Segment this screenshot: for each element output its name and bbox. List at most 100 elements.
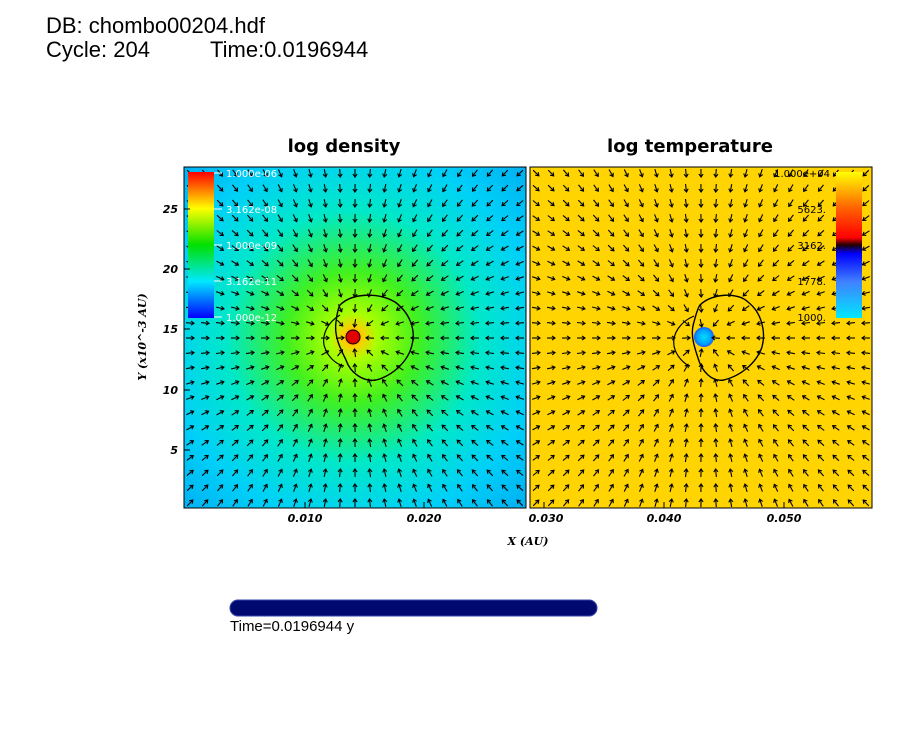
temperature-vector: [862, 469, 870, 477]
density-vector: [412, 484, 418, 492]
density-vector: [247, 184, 253, 192]
temperature-vector: [531, 381, 541, 385]
density-vector-head: [440, 291, 446, 296]
temperature-vector: [759, 499, 763, 507]
temperature-vector-head: [624, 217, 629, 223]
density-vector: [323, 169, 327, 177]
density-vector-head: [294, 394, 299, 399]
density-vector-head: [516, 499, 521, 504]
density-vector-head: [500, 231, 506, 236]
temperature-vector-head: [771, 306, 777, 311]
temperature-vector: [623, 229, 629, 237]
density-vector-head: [204, 469, 209, 475]
temperature-vector: [758, 424, 764, 432]
temperature-vector-head: [847, 440, 852, 445]
density-vector: [339, 183, 341, 193]
temperature-vector: [758, 469, 764, 477]
density-vector: [500, 366, 510, 370]
temperature-vector: [729, 438, 733, 448]
density-vector-head: [412, 232, 417, 238]
density-vector-head: [382, 248, 387, 253]
density-vector-head: [293, 188, 298, 193]
temperature-vector-head: [786, 335, 791, 341]
temperature-vector-head: [861, 395, 866, 400]
temperature-vector: [562, 184, 570, 192]
density-vector-head: [486, 454, 491, 460]
density-vector: [441, 366, 449, 370]
density-vector-head: [308, 408, 313, 414]
density-vector: [261, 290, 269, 296]
density-vector: [201, 484, 209, 492]
density-vector: [186, 484, 194, 492]
density-vector: [275, 351, 285, 355]
temperature-vector-head: [683, 263, 689, 268]
temperature-vector-head: [816, 350, 821, 356]
density-vector-head: [501, 469, 506, 475]
temperature-vector: [684, 468, 688, 478]
density-vector: [471, 454, 479, 462]
density-vector: [396, 379, 404, 387]
density-vector: [185, 352, 195, 354]
density-vector-head: [322, 248, 328, 253]
density-vector: [471, 229, 479, 237]
temperature-vector: [802, 229, 810, 237]
temperature-vector: [712, 319, 720, 327]
density-vector: [308, 484, 312, 492]
density-vector-head: [367, 393, 373, 398]
density-vector-head: [220, 320, 225, 326]
density-vector: [292, 454, 298, 462]
density-vector-head: [515, 380, 520, 386]
density-vector-head: [485, 410, 491, 415]
temperature-vector: [654, 484, 658, 492]
temperature-vector-head: [802, 424, 807, 430]
temperature-vector-head: [624, 247, 630, 252]
temperature-vector-head: [756, 306, 762, 311]
temperature-vector-head: [639, 468, 644, 474]
temperature-vector-head: [564, 172, 570, 177]
density-vector: [308, 199, 312, 207]
density-vector-head: [249, 261, 254, 266]
density-vector: [292, 244, 298, 252]
temperature-vector: [682, 320, 690, 326]
temperature-vector-head: [698, 348, 704, 353]
temperature-vector: [638, 199, 644, 207]
temperature-vector: [607, 439, 615, 447]
density-vector-head: [190, 365, 195, 371]
density-vector-head: [485, 380, 490, 386]
temperature-vector: [758, 259, 764, 267]
density-vector: [291, 305, 299, 311]
density-vector-head: [293, 423, 298, 429]
density-vector: [501, 169, 509, 177]
density-vector: [292, 214, 298, 222]
density-vector: [308, 168, 312, 178]
density-vector-head: [337, 173, 343, 178]
temperature-vector: [653, 244, 659, 252]
temperature-vector: [714, 288, 718, 298]
temperature-vector: [729, 169, 733, 177]
density-vector: [472, 499, 478, 507]
temperature-vector: [562, 410, 570, 416]
density-vector-head: [397, 232, 402, 238]
density-vector-head: [515, 320, 520, 326]
density-vector-head: [249, 380, 255, 385]
density-vector: [246, 366, 254, 370]
temperature-vector-head: [640, 365, 646, 370]
density-vector-head: [249, 410, 254, 415]
density-vector-head: [455, 320, 460, 326]
temperature-vector: [817, 469, 825, 477]
density-vector-head: [426, 262, 431, 267]
temperature-vector-head: [654, 453, 659, 458]
temperature-vector: [653, 394, 659, 402]
temperature-vector-head: [611, 350, 616, 356]
temperature-vector-head: [595, 439, 600, 444]
density-vector-head: [308, 423, 313, 429]
temperature-vector-head: [758, 498, 764, 503]
density-vector: [367, 364, 373, 372]
temperature-vector-head: [831, 395, 837, 400]
temperature-vector: [577, 410, 585, 416]
temperature-vector: [668, 379, 674, 387]
temperature-vector: [669, 439, 673, 447]
temperature-vector-head: [580, 410, 586, 415]
temperature-vector-head: [654, 438, 659, 444]
density-vector-head: [264, 291, 270, 296]
